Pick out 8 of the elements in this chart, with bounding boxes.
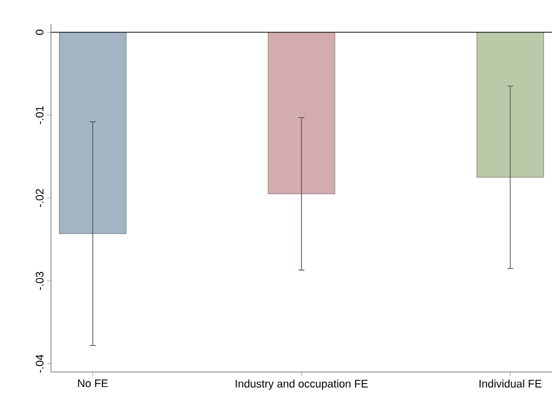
y-tick-label: -.03: [36, 272, 44, 290]
y-tick-label: -.01: [36, 106, 44, 124]
y-tick-label: 0: [36, 30, 44, 35]
x-tick-label: Individual FE: [480, 380, 542, 388]
y-tick-label: -.02: [36, 189, 44, 207]
x-tick-label: Industry and occupation FE: [236, 380, 368, 390]
y-tick-label: -.04: [36, 354, 44, 373]
x-tick-label: No FE: [78, 380, 108, 388]
